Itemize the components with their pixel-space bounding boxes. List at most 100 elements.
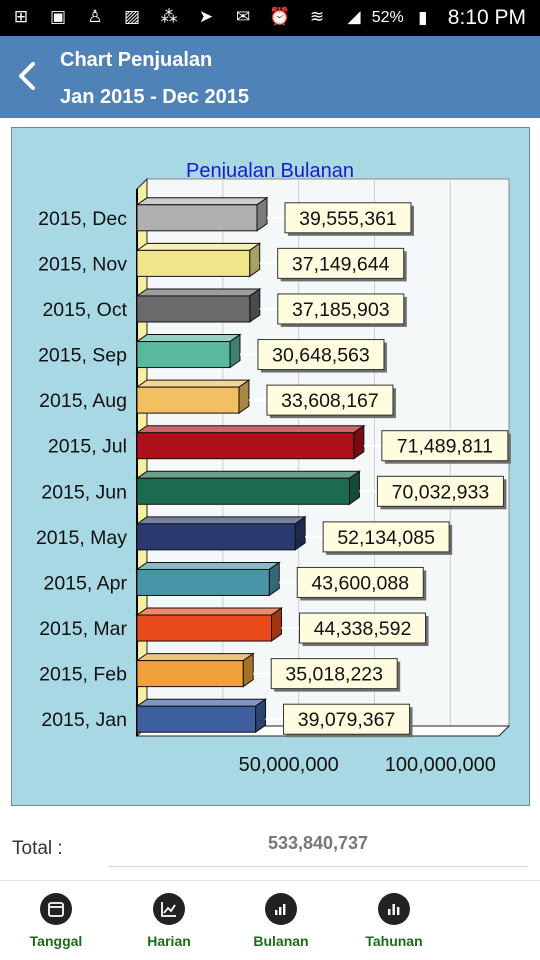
image-icon: ▨ bbox=[123, 6, 141, 27]
page-title: Chart Penjualan bbox=[60, 49, 213, 71]
category-label: 2015, Oct bbox=[42, 299, 127, 321]
bar-top bbox=[135, 516, 307, 525]
nav-label: Tahunan bbox=[365, 933, 423, 949]
bar-front bbox=[136, 204, 258, 232]
bar-top bbox=[135, 242, 262, 251]
bar-top bbox=[135, 334, 242, 343]
label-box bbox=[277, 293, 405, 325]
bar-front bbox=[136, 386, 240, 414]
label-box bbox=[381, 430, 509, 462]
bar bbox=[135, 333, 242, 369]
signal-icon: ◢ bbox=[347, 6, 361, 27]
category-label: 2015, Jun bbox=[41, 481, 127, 503]
label-box bbox=[266, 384, 394, 416]
category-label: 2015, Jul bbox=[48, 436, 127, 458]
add-box-icon: ⊞ bbox=[13, 6, 29, 27]
bar bbox=[135, 287, 262, 323]
bar-top bbox=[135, 288, 262, 297]
bar-front bbox=[136, 295, 251, 323]
nav-harian[interactable]: Harian bbox=[114, 893, 224, 949]
bar bbox=[135, 196, 269, 232]
gift-icon: ▣ bbox=[49, 6, 67, 27]
nav-tahunan[interactable]: Tahunan bbox=[339, 893, 449, 949]
data-label: 52,134,085 bbox=[337, 527, 435, 549]
bbm-icon: ⁂ bbox=[160, 6, 178, 27]
bar-front bbox=[136, 705, 257, 733]
bottom-navigation: Tanggal Harian Bulanan Tah bbox=[0, 881, 540, 960]
category-label: 2015, May bbox=[36, 527, 127, 549]
wifi-icon: ≋ bbox=[309, 6, 325, 27]
bar bbox=[135, 561, 281, 597]
calendar-icon bbox=[40, 893, 72, 925]
bar-chart-icon bbox=[265, 893, 297, 925]
mail-icon: ✉ bbox=[235, 6, 251, 27]
bar bbox=[135, 698, 268, 734]
category-label: 2015, Sep bbox=[38, 345, 127, 367]
bar-top bbox=[135, 561, 281, 570]
bar bbox=[135, 515, 307, 551]
nav-bulanan[interactable]: Bulanan bbox=[226, 893, 336, 949]
data-label: 33,608,167 bbox=[281, 390, 379, 412]
divider bbox=[108, 866, 528, 867]
category-label: 2015, Dec bbox=[38, 208, 127, 230]
bar-top bbox=[135, 197, 269, 206]
chart-panel: Penjualan Bulanan 50,000,000 100,000,000 20… bbox=[11, 127, 530, 806]
bar bbox=[135, 242, 262, 278]
nav-tanggal[interactable]: Tanggal bbox=[1, 893, 111, 949]
back-button[interactable] bbox=[10, 56, 44, 96]
category-label: 2015, Feb bbox=[39, 664, 127, 686]
bar bbox=[135, 470, 362, 506]
bar-top bbox=[135, 470, 362, 479]
bar-front bbox=[136, 432, 355, 460]
nav-label: Bulanan bbox=[253, 933, 309, 949]
data-label: 71,489,811 bbox=[397, 436, 493, 458]
alarm-icon: ⏰ bbox=[269, 6, 291, 27]
bar-front bbox=[136, 477, 350, 505]
data-label: 39,079,367 bbox=[298, 709, 396, 731]
bar-top bbox=[135, 379, 251, 388]
x-tick-label: 100,000,000 bbox=[385, 754, 496, 776]
data-label: 44,338,592 bbox=[314, 618, 412, 640]
status-bar: ⊞ ▣ ♙ ▨ ⁂ ➤ ✉ ⏰ ≋ ◢ 52% ▮ 8:10 PM bbox=[0, 0, 540, 36]
bar-chart-icon bbox=[378, 893, 410, 925]
app-bar: Chart Penjualan Jan 2015 - Dec 2015 bbox=[0, 36, 540, 118]
label-box bbox=[270, 658, 398, 690]
data-label: 39,555,361 bbox=[299, 208, 397, 230]
category-label: 2015, Nov bbox=[38, 253, 127, 275]
data-label: 37,149,644 bbox=[292, 253, 390, 275]
bar-top bbox=[135, 425, 366, 434]
category-label: 2015, Apr bbox=[44, 572, 128, 594]
total-label: Total : bbox=[12, 838, 63, 859]
bar bbox=[135, 607, 284, 643]
accessibility-icon: ♙ bbox=[87, 6, 103, 27]
bar-top bbox=[135, 653, 255, 662]
bar-top bbox=[135, 698, 268, 707]
line-chart-icon bbox=[153, 893, 185, 925]
bar-front bbox=[136, 249, 251, 277]
notification-icons: ⊞ ▣ ♙ ▨ ⁂ ➤ ✉ ⏰ ≋ ◢ bbox=[10, 6, 365, 28]
total-value: 533,840,737 bbox=[267, 833, 369, 853]
battery-percent: 52% bbox=[371, 9, 404, 26]
chevron-left-icon bbox=[19, 62, 35, 90]
label-box bbox=[296, 566, 424, 598]
send-icon: ➤ bbox=[198, 6, 214, 27]
bar-front bbox=[136, 568, 270, 596]
battery-icon: ▮ bbox=[418, 7, 428, 28]
nav-label: Harian bbox=[147, 933, 191, 949]
bar-front bbox=[136, 341, 231, 369]
label-box bbox=[284, 202, 412, 234]
divider bbox=[0, 880, 540, 881]
label-box bbox=[283, 703, 411, 735]
label-box bbox=[298, 612, 426, 644]
bar-front bbox=[136, 523, 296, 551]
data-label: 43,600,088 bbox=[311, 572, 409, 594]
clock: 8:10 PM bbox=[447, 6, 526, 29]
data-label: 35,018,223 bbox=[285, 664, 383, 686]
chart-title: Penjualan Bulanan bbox=[186, 160, 354, 182]
label-box bbox=[322, 521, 450, 553]
x-tick-label: 50,000,000 bbox=[239, 754, 339, 776]
data-label: 37,185,903 bbox=[292, 299, 390, 321]
bar-top bbox=[135, 607, 284, 616]
category-label: 2015, Mar bbox=[39, 618, 127, 640]
category-label: 2015, Aug bbox=[39, 390, 127, 412]
